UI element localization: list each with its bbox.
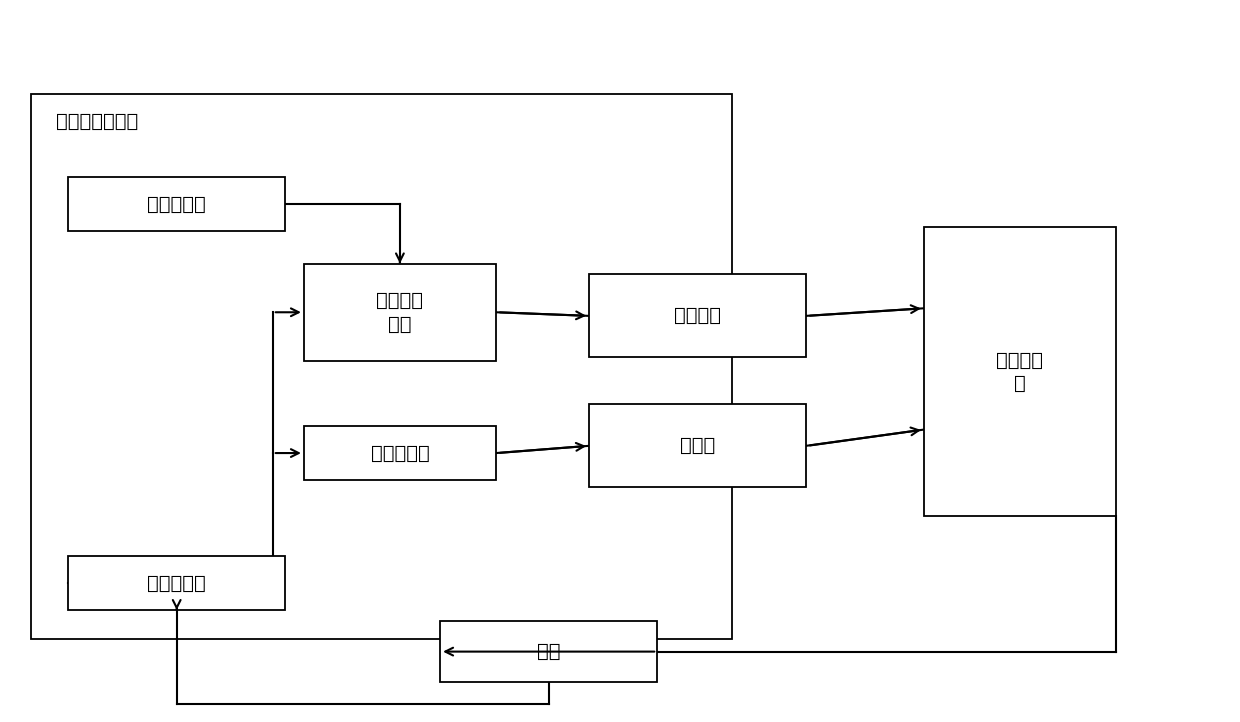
Text: 动量轮: 动量轮 [680,436,715,456]
Bar [440,621,657,682]
Bar [31,94,732,639]
Text: 角动量计算: 角动量计算 [148,573,206,593]
Text: 磁力矩器
阻尼: 磁力矩器 阻尼 [377,291,423,334]
Bar [589,404,806,487]
Bar [304,426,496,480]
Bar [924,227,1116,516]
Bar [589,274,806,357]
Text: 姿态控制计算机: 姿态控制计算机 [56,112,138,131]
Bar [68,556,285,610]
Bar [304,264,496,361]
Bar [68,177,285,231]
Text: 陀螺: 陀螺 [537,642,560,661]
Text: 姿态动力
学: 姿态动力 学 [997,351,1043,393]
Text: 磁力矩器: 磁力矩器 [675,306,720,326]
Text: 地磁场强度: 地磁场强度 [148,194,206,214]
Text: 动量轮阻尼: 动量轮阻尼 [371,443,429,463]
